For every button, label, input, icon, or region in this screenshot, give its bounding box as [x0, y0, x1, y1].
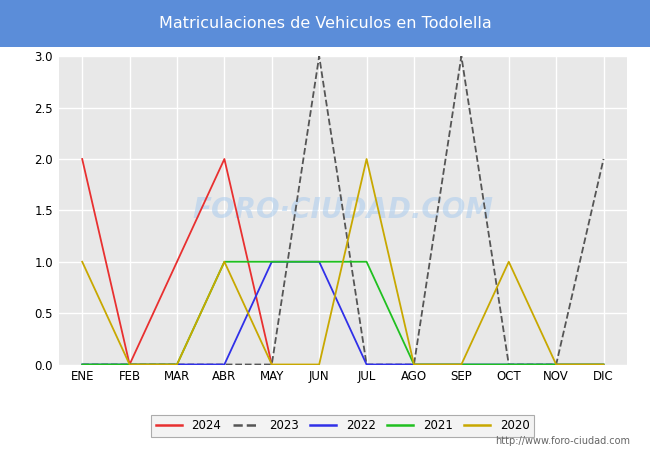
Text: FORO·CIUDAD.COM: FORO·CIUDAD.COM	[192, 196, 493, 225]
Text: http://www.foro-ciudad.com: http://www.foro-ciudad.com	[495, 436, 630, 446]
Text: Matriculaciones de Vehiculos en Todolella: Matriculaciones de Vehiculos en Todolell…	[159, 16, 491, 31]
Legend: 2024, 2023, 2022, 2021, 2020: 2024, 2023, 2022, 2021, 2020	[151, 415, 534, 437]
